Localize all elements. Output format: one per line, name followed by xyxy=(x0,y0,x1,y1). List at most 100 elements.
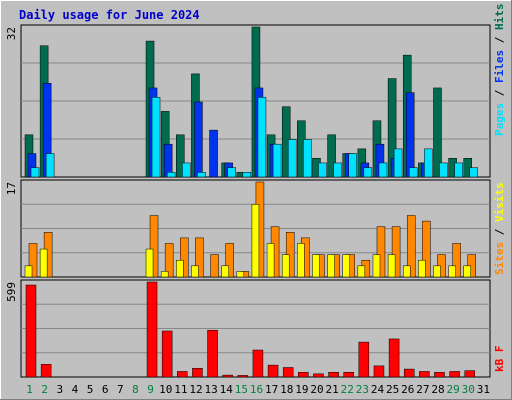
bar-kbf xyxy=(464,370,475,378)
bar-files xyxy=(209,129,218,178)
x-tick-label: 17 xyxy=(265,383,278,396)
bar-hits xyxy=(433,87,442,178)
legend-entry: Sites xyxy=(493,242,506,275)
bar-pages xyxy=(151,97,161,178)
bar-pages xyxy=(424,148,433,178)
bar-sites xyxy=(195,237,204,278)
bar-pages xyxy=(272,143,282,178)
x-tick-label: 12 xyxy=(189,383,202,396)
bar-kbf xyxy=(328,371,339,378)
bar-visits xyxy=(418,259,426,278)
bar-visits xyxy=(251,204,260,278)
x-tick-label: 13 xyxy=(204,383,217,396)
bar-kbf xyxy=(25,284,37,378)
bar-pages xyxy=(348,153,357,178)
y-max-label: 599 xyxy=(5,282,18,302)
bar-kbf xyxy=(222,374,233,378)
bar-kbf xyxy=(282,367,294,378)
legend-entry: Visits xyxy=(493,182,506,222)
y-max-label: 32 xyxy=(5,27,18,40)
bar-visits xyxy=(327,254,335,278)
bar-kbf xyxy=(343,371,354,378)
bar-kbf xyxy=(40,364,52,378)
bar-sites xyxy=(452,243,461,278)
bar-visits xyxy=(342,254,350,278)
bar-visits xyxy=(402,265,411,278)
x-tick-label: 24 xyxy=(371,383,385,396)
x-tick-label: 26 xyxy=(401,383,414,396)
bar-visits xyxy=(24,265,33,278)
bar-kbf xyxy=(419,371,430,378)
x-tick-label: 1 xyxy=(26,383,33,396)
x-tick-label: 9 xyxy=(147,383,154,396)
bar-pages xyxy=(287,139,297,178)
legend-separator: / xyxy=(493,30,506,50)
bar-sites xyxy=(164,243,174,278)
x-tick-label: 2 xyxy=(41,383,48,396)
bar-pages xyxy=(30,167,40,178)
bar-pages xyxy=(454,162,463,178)
x-tick-label: 6 xyxy=(102,383,109,396)
bar-visits xyxy=(145,248,154,278)
bar-pages xyxy=(45,153,55,178)
bar-kbf xyxy=(373,365,385,378)
chart-title: Daily usage for June 2024 xyxy=(19,8,200,22)
bar-kbf xyxy=(177,371,188,378)
bar-sites xyxy=(225,243,234,278)
bar-kbf xyxy=(237,375,249,378)
bar-pages xyxy=(197,172,206,178)
x-tick-label: 21 xyxy=(326,383,339,396)
x-tick-label: 10 xyxy=(159,383,172,396)
legend-entry: Hits xyxy=(493,4,506,31)
legend-traffic: Pages / Files / Hits xyxy=(493,4,506,137)
bar-files xyxy=(194,101,203,178)
bar-pages xyxy=(166,172,176,178)
x-tick-label: 14 xyxy=(220,383,234,396)
legend-volume: kB F xyxy=(493,346,506,373)
x-tick-label: 27 xyxy=(416,383,429,396)
bar-pages xyxy=(303,139,312,178)
bar-pages xyxy=(333,162,342,178)
bar-kbf xyxy=(313,373,324,378)
x-tick-label: 15 xyxy=(235,383,248,396)
bar-kbf xyxy=(192,368,203,378)
bar-visits xyxy=(463,265,471,278)
bar-sites xyxy=(391,226,401,278)
x-tick-label: 31 xyxy=(477,383,490,396)
bar-pages xyxy=(469,167,478,178)
bar-pages xyxy=(439,162,448,178)
x-tick-label: 20 xyxy=(310,383,323,396)
bar-kbf xyxy=(298,371,309,378)
bar-files xyxy=(405,92,415,178)
bar-visits xyxy=(39,248,48,278)
bar-visits xyxy=(266,243,275,278)
bar-visits xyxy=(312,254,320,278)
x-tick-label: 25 xyxy=(386,383,399,396)
bar-kbf xyxy=(146,281,158,378)
bar-pages xyxy=(227,167,236,178)
x-tick-label: 23 xyxy=(356,383,369,396)
x-tick-label: 11 xyxy=(174,383,187,396)
bar-kbf xyxy=(403,368,415,378)
bar-pages xyxy=(378,162,388,178)
x-tick-label: 28 xyxy=(431,383,444,396)
x-tick-label: 8 xyxy=(132,383,139,396)
bar-kbf xyxy=(267,364,279,378)
bar-visits xyxy=(281,254,290,278)
bar-pages xyxy=(257,97,267,178)
x-tick-label: 30 xyxy=(462,383,475,396)
bar-kbf xyxy=(434,371,445,378)
bar-visits xyxy=(176,259,184,278)
x-tick-label: 7 xyxy=(117,383,124,396)
bar-visits xyxy=(357,265,366,278)
bar-kbf xyxy=(388,338,400,378)
bar-visits xyxy=(297,243,305,278)
bar-visits xyxy=(236,271,245,278)
bar-kbf xyxy=(252,349,264,378)
bar-sites xyxy=(149,215,159,278)
legend-separator: / xyxy=(493,222,506,242)
bar-sites xyxy=(376,226,386,278)
y-max-label: 17 xyxy=(5,182,18,195)
bar-sites xyxy=(180,237,189,278)
